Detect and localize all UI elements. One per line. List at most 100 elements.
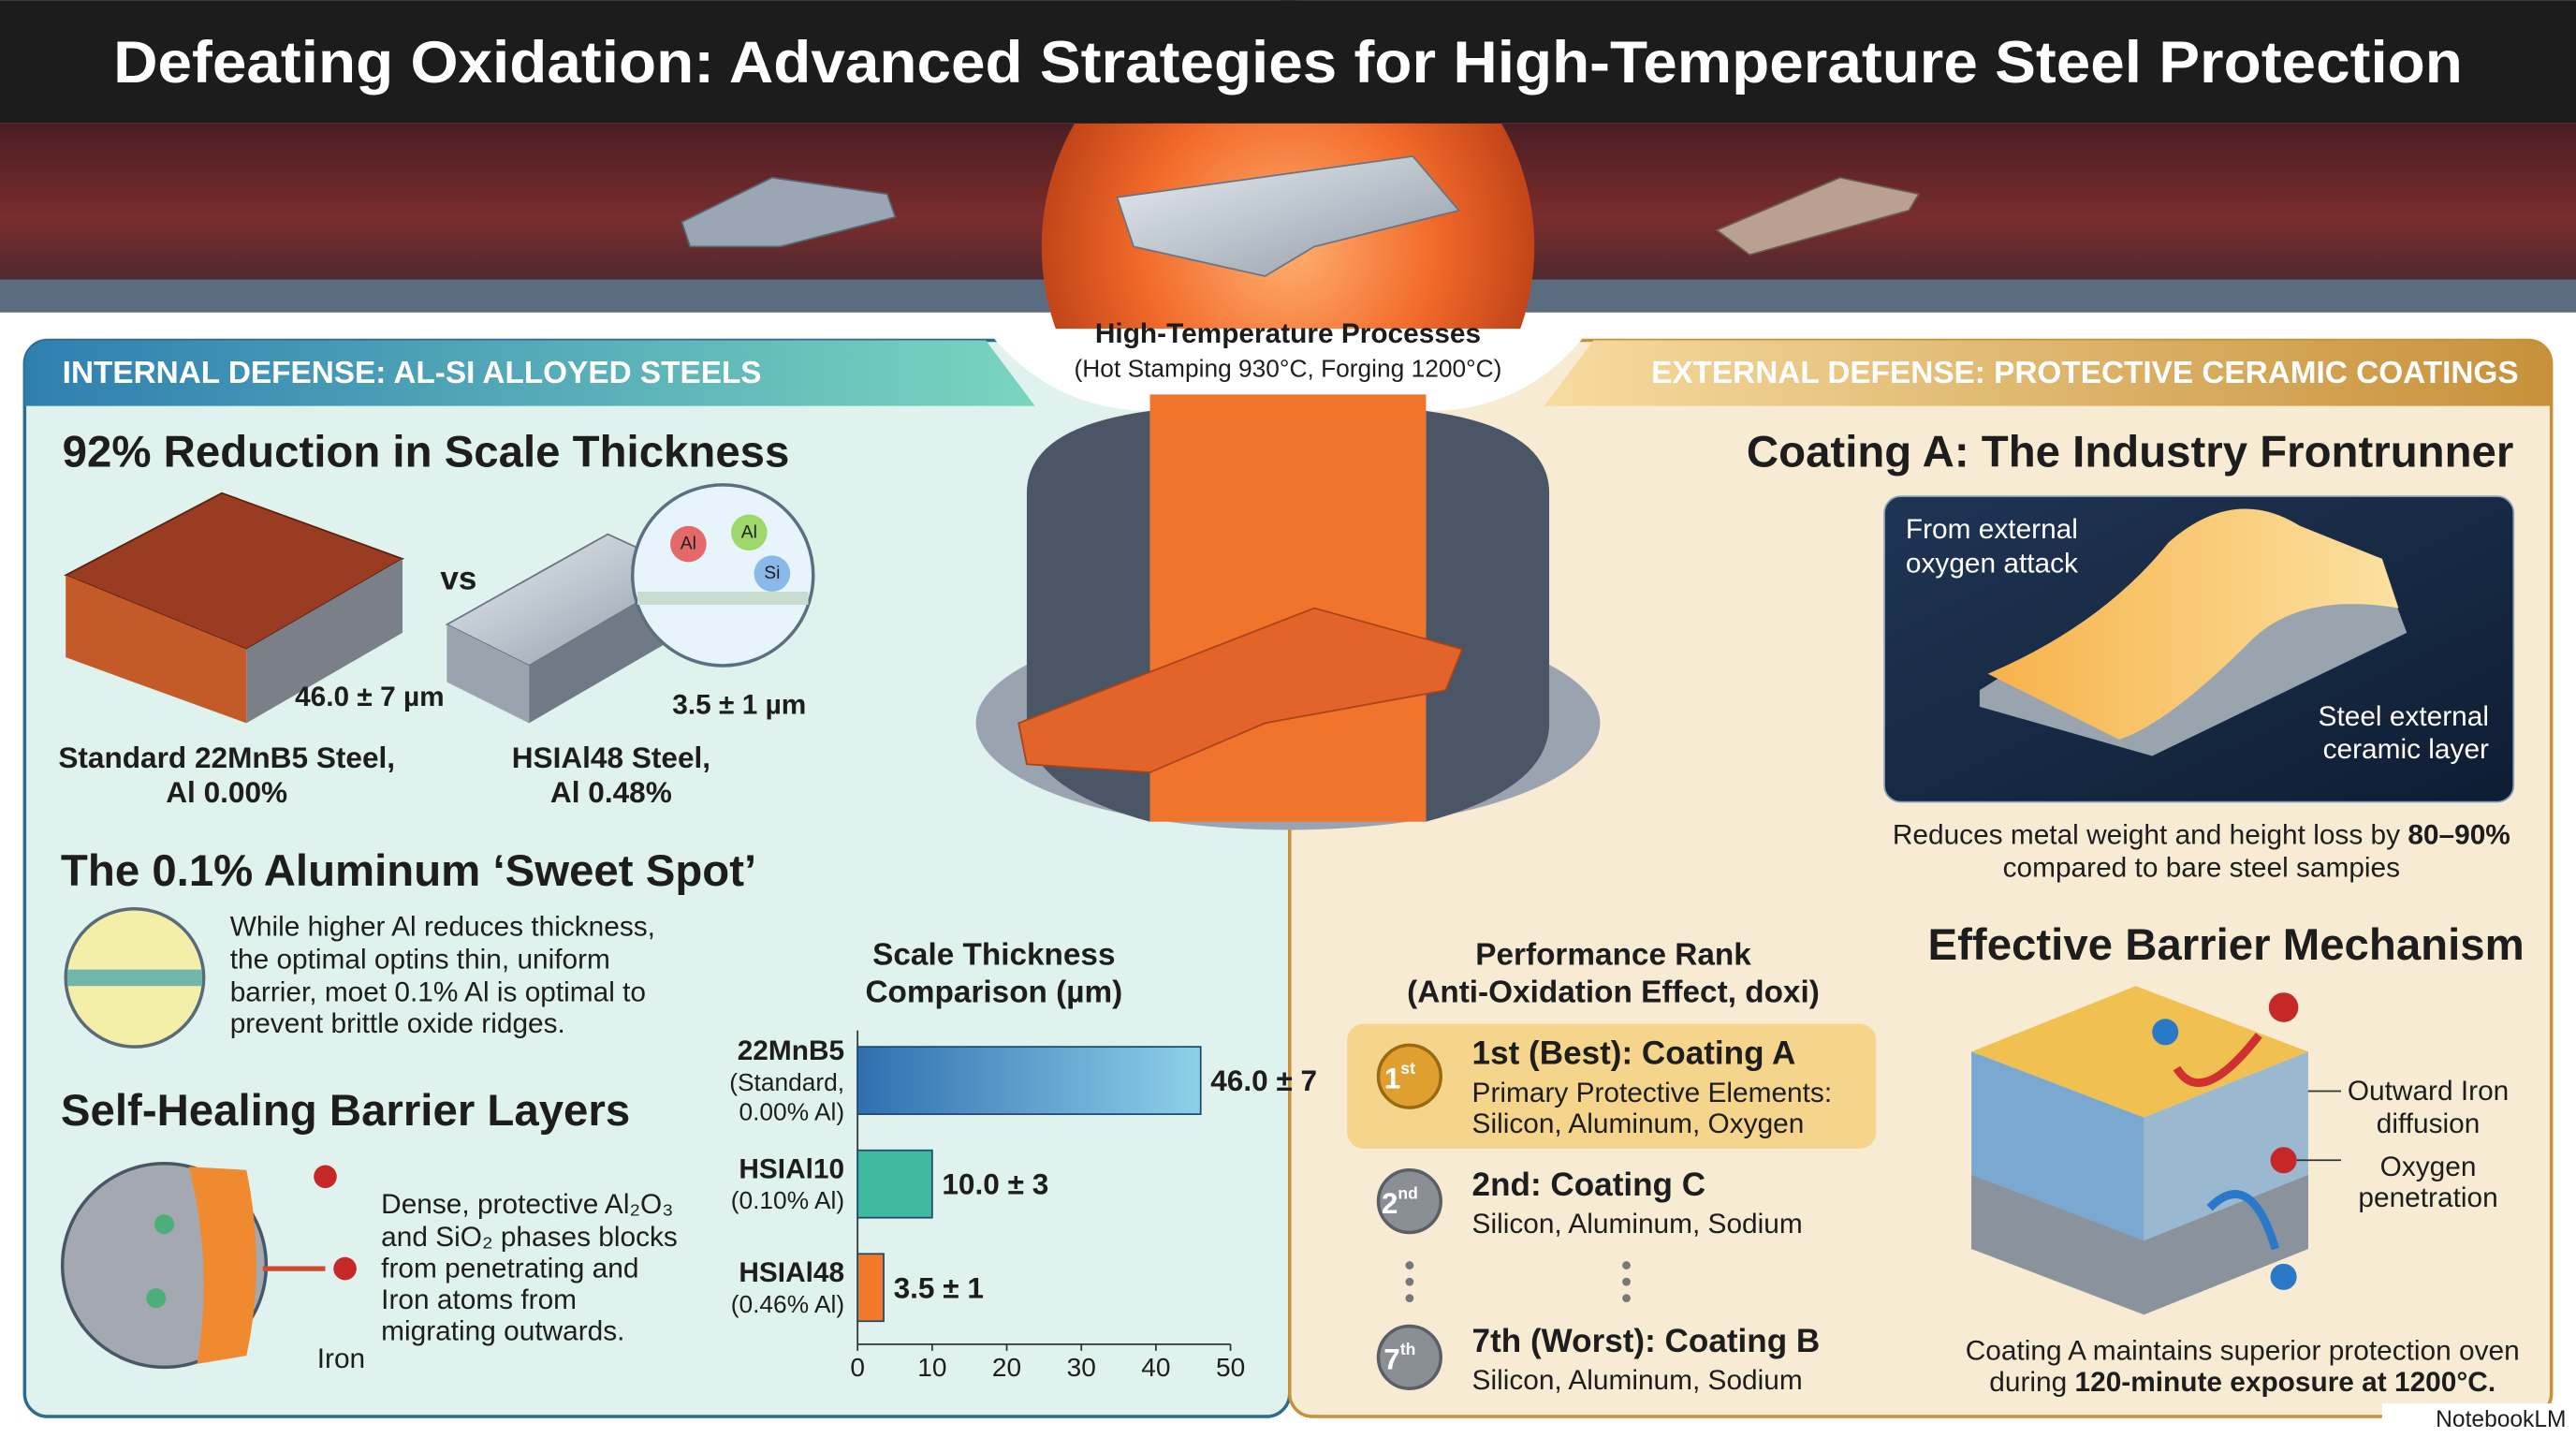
- callout: From external: [1906, 514, 2078, 545]
- caption-highlight: 80–90%: [2408, 819, 2510, 850]
- steel-part: [1715, 176, 1921, 257]
- rank-list: 1st 1st (Best): Coating A Primary Protecti…: [1376, 1035, 1833, 1396]
- body-text: While higher Al reduces thickness,: [230, 912, 655, 943]
- steel-block: [446, 624, 530, 724]
- barrier-label: penetration: [2358, 1182, 2497, 1213]
- barrier-label: Outward Iron: [2348, 1076, 2509, 1107]
- brand-bg: [2381, 1403, 2576, 1438]
- x-tick-label: 10: [917, 1353, 946, 1382]
- sample-label: HSIAl48 Steel,: [512, 741, 710, 774]
- atom: [314, 1165, 337, 1189]
- body-text: barrier, moet 0.1% Al is optimal to: [230, 977, 646, 1008]
- element-label: Al: [741, 522, 757, 542]
- atom: [154, 1214, 175, 1235]
- decoration: [1405, 1261, 1414, 1269]
- x-tick-label: 50: [1216, 1353, 1245, 1382]
- rank-number: 1st: [1384, 1059, 1415, 1095]
- oxide-block: [246, 558, 402, 724]
- sample-label: Standard 22MnB5 Steel,: [58, 741, 395, 774]
- caption: Coating A maintains superior protection …: [1966, 1335, 2520, 1366]
- x-tick-label: 0: [850, 1353, 865, 1382]
- rank-digit: 7: [1383, 1343, 1400, 1376]
- barrier-label: Oxygen: [2380, 1152, 2477, 1182]
- ellipsis: [1405, 1261, 1631, 1303]
- measure: 46.0 ± 7 µm: [295, 682, 445, 712]
- category-note: (Standard,: [729, 1068, 844, 1096]
- caption-text: Reduces metal weight and height loss by: [1893, 819, 2400, 850]
- arrow: [2173, 1033, 2262, 1087]
- rank-title: Performance Rank: [1475, 937, 1751, 972]
- bar: [856, 1149, 933, 1219]
- center-title: High-Temperature Processes: [1095, 318, 1481, 349]
- body-text: the optimal optins thin, uniform: [230, 945, 610, 976]
- coating-layer: [1987, 508, 2399, 740]
- element-dot: [670, 525, 707, 563]
- caption: compared to bare steel sampies: [2003, 852, 2400, 883]
- rank-name: 2nd: Coating C: [1472, 1167, 1706, 1203]
- decoration: [1622, 1261, 1631, 1269]
- category-note: (0.10% Al): [731, 1186, 844, 1214]
- section-heading: Coating A: The Industry Frontrunner: [1747, 427, 2513, 477]
- right-banner-text: EXTERNAL DEFENSE: PROTECTIVE CERAMIC COA…: [1651, 356, 2518, 390]
- value-label: 46.0 ± 7: [1210, 1064, 1317, 1097]
- atom: [2268, 992, 2299, 1022]
- bar: [856, 1046, 1202, 1115]
- rank-elements: Silicon, Aluminum, Sodium: [1472, 1209, 1803, 1240]
- rank-name: 7th (Worst): Coating B: [1472, 1323, 1821, 1359]
- layer: [637, 591, 809, 606]
- section-heading: The 0.1% Aluminum ‘Sweet Spot’: [61, 846, 756, 896]
- sample-label: Al 0.48%: [550, 775, 672, 809]
- element-dot: [731, 514, 768, 551]
- iron-label: Iron: [317, 1343, 365, 1374]
- center-subtitle: (Hot Stamping 930°C, Forging 1200°C): [1075, 354, 1502, 382]
- rank-number: 7th: [1383, 1340, 1415, 1376]
- rank-elements: Silicon, Aluminum, Oxygen: [1472, 1108, 1805, 1139]
- chart-title: Scale Thickness: [872, 937, 1115, 972]
- arrow: [2206, 1190, 2280, 1251]
- element-label: Al: [681, 535, 696, 554]
- category-label: 22MnB5: [738, 1035, 844, 1066]
- brand: NotebookLM: [2436, 1407, 2566, 1432]
- steel-part: [681, 176, 897, 248]
- barrier-label: diffusion: [2377, 1108, 2481, 1139]
- atom: [333, 1256, 357, 1281]
- steel-part: [1116, 154, 1461, 277]
- atom: [2270, 1147, 2297, 1174]
- rank-badge: [1376, 1324, 1442, 1390]
- left-banner-text: INTERNAL DEFENSE: AL-SI ALLOYED STEELS: [63, 356, 762, 390]
- vs: vs: [440, 560, 476, 596]
- hot-part: [1017, 607, 1464, 773]
- rank-digit: 1: [1384, 1061, 1401, 1094]
- rank-number: 2nd: [1382, 1183, 1418, 1220]
- caption: Reduces metal weight and height loss by …: [1893, 819, 2510, 850]
- rank-elements: Primary Protective Elements:: [1472, 1078, 1833, 1108]
- right-banner: [1544, 340, 2552, 406]
- body-text: Dense, protective Al₂O₃: [381, 1189, 673, 1220]
- center-label-bg: [986, 329, 1590, 411]
- caption-text: during: [1989, 1367, 2067, 1398]
- rank-suffix: nd: [1398, 1183, 1417, 1202]
- value-label: 10.0 ± 3: [942, 1167, 1048, 1201]
- value-label: 3.5 ± 1: [894, 1270, 984, 1304]
- element-dot: [754, 555, 791, 592]
- rank-badge: [1376, 1043, 1442, 1109]
- rank-name: 1st (Best): Coating A: [1472, 1035, 1796, 1072]
- oxide-block: [66, 575, 247, 724]
- rank-highlight: [1347, 1023, 1877, 1149]
- atom: [2270, 1263, 2297, 1290]
- bar: [856, 1253, 885, 1323]
- section-heading: Self-Healing Barrier Layers: [61, 1086, 630, 1136]
- chart-title: Comparison (µm): [865, 976, 1122, 1010]
- rank-digit: 2: [1382, 1186, 1398, 1220]
- sample-label: Al 0.00%: [166, 775, 287, 809]
- decoration: [1405, 1294, 1414, 1303]
- rank-badge: [1376, 1168, 1442, 1235]
- x-tick-label: 40: [1141, 1353, 1170, 1382]
- atom: [146, 1288, 167, 1309]
- body-text: and SiO₂ phases blocks: [381, 1222, 678, 1253]
- atom: [2152, 1019, 2179, 1046]
- caption-highlight: 120-minute exposure at 1200°C.: [2075, 1367, 2496, 1398]
- rank-title: (Anti-Oxidation Effect, doxi): [1407, 976, 1820, 1010]
